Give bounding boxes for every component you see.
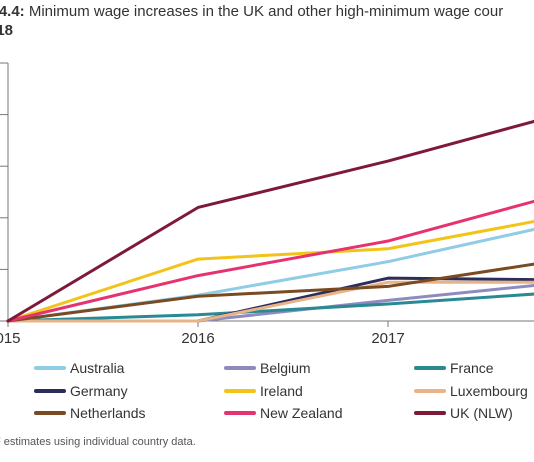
series-line-luxembourg xyxy=(6,280,534,323)
series-line-uk-nlw xyxy=(6,119,534,323)
legend-swatch xyxy=(414,366,446,370)
legend-swatch xyxy=(34,411,66,415)
legend-item: France xyxy=(414,357,494,379)
series-line-netherlands xyxy=(6,262,534,323)
legend-swatch xyxy=(224,389,256,393)
legend-swatch xyxy=(414,411,446,415)
title-text: Minimum wage increases in the UK and oth… xyxy=(28,3,504,20)
legend-label: Ireland xyxy=(260,383,303,399)
legend-item: Australia xyxy=(34,357,124,379)
x-tick-label: 015 xyxy=(0,330,21,347)
legend-label: UK (NLW) xyxy=(450,405,513,421)
line-chart: 015 2016 2017 xyxy=(0,62,534,347)
source-note: F estimates using individual country dat… xyxy=(0,436,196,448)
axes xyxy=(0,62,534,327)
legend-item: Netherlands xyxy=(34,402,146,424)
legend-item: UK (NLW) xyxy=(414,402,513,424)
chart-title: A4.4: Minimum wage increases in the UK a… xyxy=(0,2,534,40)
legend-swatch xyxy=(34,366,66,370)
legend-label: France xyxy=(450,360,494,376)
legend-item: Luxembourg xyxy=(414,380,528,402)
legend-label: Netherlands xyxy=(70,405,146,421)
series-line-new-zealand xyxy=(6,199,534,323)
legend-item: New Zealand xyxy=(224,402,343,424)
x-tick-label: 2016 xyxy=(181,330,214,347)
series-line-ireland xyxy=(6,219,534,323)
legend-label: Luxembourg xyxy=(450,383,528,399)
x-tick-labels: 015 2016 2017 xyxy=(0,330,405,347)
legend-label: New Zealand xyxy=(260,405,343,421)
x-tick-label: 2017 xyxy=(371,330,404,347)
title-prefix: A4.4: xyxy=(0,3,25,20)
legend-label: Germany xyxy=(70,383,128,399)
legend-label: Australia xyxy=(70,360,125,376)
series-line-france xyxy=(6,292,534,323)
title-text-line2: 018 xyxy=(0,22,14,39)
legend-label: Belgium xyxy=(260,360,311,376)
series-lines xyxy=(6,119,534,323)
legend-item: Germany xyxy=(34,380,128,402)
legend-swatch xyxy=(414,389,446,393)
legend-item: Ireland xyxy=(224,380,303,402)
legend: Australia Belgium France Germany Ireland Luxe… xyxy=(0,352,534,428)
legend-item: Belgium xyxy=(224,357,311,379)
legend-swatch xyxy=(224,366,256,370)
legend-swatch xyxy=(34,389,66,393)
legend-swatch xyxy=(224,411,256,415)
